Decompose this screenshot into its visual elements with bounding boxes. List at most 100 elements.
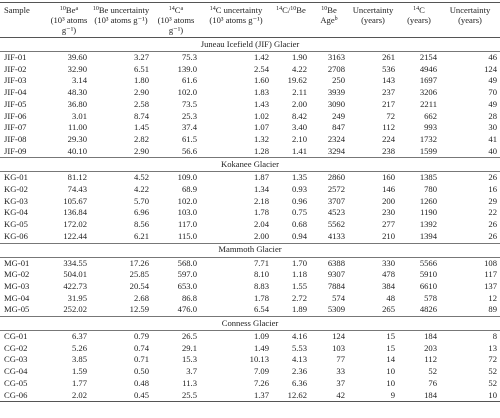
value-cell: 68.9 xyxy=(181,184,197,195)
value-cell: 1385 xyxy=(419,172,437,183)
value-cell: 1.35 xyxy=(291,172,307,183)
value-cell: 1.77 xyxy=(71,377,87,388)
value-cell: 28 xyxy=(488,110,497,121)
value-cell: 10 xyxy=(386,366,395,377)
group-row: Juneau Icefield (JIF) Glacier xyxy=(0,37,500,52)
data-row: CG-02 5.26 0.74 29.1 1.49 5.53 103 15 203 13 xyxy=(0,343,500,355)
value-cell: 17.26 xyxy=(129,257,149,268)
value-cell: 334.55 xyxy=(63,257,87,268)
value-cell: 20.54 xyxy=(129,280,149,291)
header-text: (10³ atoms g⁻¹) xyxy=(50,15,88,35)
value-cell: 103.0 xyxy=(177,207,197,218)
header-text: (years) xyxy=(407,15,431,25)
value-cell: 1.59 xyxy=(71,366,87,377)
header-cell: Sample xyxy=(0,2,48,38)
value-cell: 89 xyxy=(488,304,497,315)
value-cell: 124 xyxy=(332,331,345,342)
sample-cell: KG-01 xyxy=(4,172,28,183)
sample-cell: KG-02 xyxy=(4,184,28,195)
sample-cell: JIF-04 xyxy=(4,87,27,98)
value-cell: 29.1 xyxy=(181,342,197,353)
value-cell: 1.90 xyxy=(291,52,307,62)
header-cell: Uncertainty (years) xyxy=(348,2,398,38)
value-cell: 277 xyxy=(382,219,395,230)
value-cell: 1.45 xyxy=(133,122,149,133)
data-row: CG-05 1.77 0.48 11.3 7.26 6.36 37 10 76 52 xyxy=(0,378,500,390)
value-cell: 0.45 xyxy=(90,389,152,403)
sample-cell: JIF-08 xyxy=(4,133,27,144)
value-cell: 597.0 xyxy=(177,269,197,280)
value-cell: 105.67 xyxy=(63,195,87,206)
value-cell: 1.43 xyxy=(253,98,269,109)
value-cell: 238 xyxy=(382,145,395,156)
value-cell: 112 xyxy=(382,122,395,133)
value-cell: 780 xyxy=(424,184,437,195)
value-cell: 184 xyxy=(398,389,440,403)
data-row: JIF-02 32.90 6.51 139.0 2.54 4.22 2708 536 4946 1… xyxy=(0,64,500,76)
value-cell: 0.79 xyxy=(133,331,149,342)
value-cell: 73.5 xyxy=(181,98,197,109)
value-cell: 3707 xyxy=(327,195,345,206)
header-text: Sample xyxy=(4,5,30,15)
value-cell: 224 xyxy=(382,133,395,144)
value-cell: 15 xyxy=(386,342,395,353)
value-cell: 41 xyxy=(488,133,497,144)
data-row: CG-03 3.85 0.71 15.3 10.13 4.13 77 14 112 72 xyxy=(0,354,500,366)
sample-cell: CG-05 xyxy=(4,377,28,388)
superscript: 14 xyxy=(209,6,216,12)
value-cell: 8.10 xyxy=(253,269,269,280)
value-cell: 0.96 xyxy=(291,195,307,206)
data-row: CG-01 6.37 0.79 26.5 1.09 4.16 124 15 184 8 xyxy=(0,331,500,343)
value-cell: 1.78 xyxy=(253,292,269,303)
value-cell: 37 xyxy=(336,377,345,388)
value-cell: 2.90 xyxy=(133,87,149,98)
value-cell: 4.52 xyxy=(133,172,149,183)
value-cell: 2.00 xyxy=(291,98,307,109)
value-cell: 261 xyxy=(382,52,395,62)
value-cell: 536 xyxy=(382,63,395,74)
value-cell: 5562 xyxy=(327,219,345,230)
value-cell: 1.37 xyxy=(200,389,272,403)
value-cell: 1.49 xyxy=(253,342,269,353)
header-cell: 14C uncertainty (10³ atoms g⁻¹) xyxy=(200,2,272,38)
value-cell: 1.55 xyxy=(291,280,307,291)
value-cell: 476.0 xyxy=(177,304,197,315)
data-row: MG-01 334.55 17.26 568.0 7.71 1.70 6388 330 5566… xyxy=(0,257,500,269)
value-cell: 6.21 xyxy=(133,230,149,241)
value-cell: 160 xyxy=(382,172,395,183)
value-cell: 6610 xyxy=(419,280,437,291)
value-cell: 2.68 xyxy=(133,292,149,303)
value-cell: 1.80 xyxy=(133,75,149,86)
value-cell: 13 xyxy=(488,342,497,353)
value-cell: 10.13 xyxy=(249,354,269,365)
value-cell: 4133 xyxy=(327,230,345,241)
data-row: MG-03 422.73 20.54 653.0 8.83 1.55 7884 384 6610… xyxy=(0,281,500,293)
value-cell: 2.02 xyxy=(48,389,90,403)
superscript: b xyxy=(334,16,338,22)
data-row: KG-06 122.44 6.21 115.0 2.00 0.94 4133 210 1394 2… xyxy=(0,231,500,243)
value-cell: 4.13 xyxy=(291,354,307,365)
value-cell: 662 xyxy=(424,110,437,121)
value-cell: 25.3 xyxy=(181,110,197,121)
value-cell: 39.60 xyxy=(67,52,87,62)
value-cell: 1.42 xyxy=(253,52,269,62)
header-text: C xyxy=(419,5,425,15)
value-cell: 1260 xyxy=(419,195,437,206)
value-cell: 203 xyxy=(424,342,437,353)
value-cell: 3.40 xyxy=(291,122,307,133)
value-cell: 8.74 xyxy=(133,110,149,121)
value-cell: 1599 xyxy=(419,145,437,156)
value-cell: 70 xyxy=(488,87,497,98)
value-cell: 26 xyxy=(488,230,497,241)
data-row: JIF-09 40.10 2.90 56.6 1.28 1.41 3294 238 1599 40 xyxy=(0,146,500,158)
data-row: JIF-08 29.30 2.82 61.5 1.32 2.10 2324 224 1732 41 xyxy=(0,134,500,146)
value-cell: 8.42 xyxy=(291,110,307,121)
value-cell: 1.18 xyxy=(291,269,307,280)
value-cell: 1.78 xyxy=(253,207,269,218)
value-cell: 124 xyxy=(484,63,497,74)
data-row: JIF-07 11.00 1.45 37.4 1.07 3.40 847 112 993 30 xyxy=(0,122,500,134)
data-row: JIF-04 48.30 2.90 102.0 1.83 2.11 3939 237 3206 7… xyxy=(0,87,500,99)
header-text: Be xyxy=(296,5,306,15)
header-text: (10³ atoms g⁻¹) xyxy=(157,15,195,35)
value-cell: 33 xyxy=(336,366,345,377)
